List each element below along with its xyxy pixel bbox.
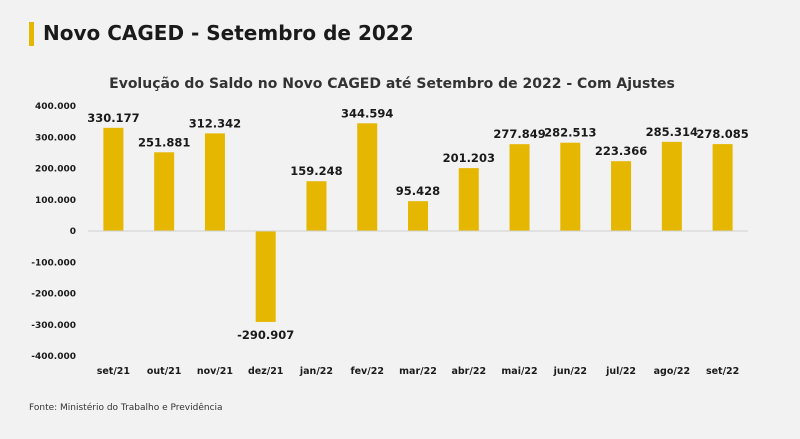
- x-tick-label: set/21: [97, 366, 130, 377]
- page-title: Novo CAGED - Setembro de 2022: [43, 21, 414, 45]
- bar-out-21: [154, 152, 175, 231]
- x-tick-label: dez/21: [248, 366, 283, 377]
- bar-jan-22: [306, 181, 327, 231]
- data-label: 201.203: [443, 151, 495, 165]
- y-tick-label: 100.000: [35, 196, 76, 206]
- y-tick-label: 300.000: [35, 133, 76, 143]
- bar-set-21: [103, 127, 124, 231]
- bars-group: [103, 123, 733, 322]
- data-label: 330.177: [87, 111, 139, 125]
- x-tick-label: fev/22: [350, 366, 383, 377]
- bar-mar-22: [408, 201, 428, 231]
- data-label: 282.513: [544, 126, 596, 140]
- data-label: 223.366: [595, 144, 647, 158]
- x-tick-label: nov/21: [197, 366, 233, 377]
- title-accent-bar: [29, 22, 34, 46]
- x-tick-label: jun/22: [553, 366, 587, 377]
- bar-dez-21: [255, 231, 276, 322]
- y-tick-label: -400.000: [31, 352, 76, 362]
- bar-jun-22: [560, 142, 581, 231]
- data-label: 285.314: [646, 125, 698, 139]
- chart-title: Evolução do Saldo no Novo CAGED até Sete…: [109, 76, 675, 92]
- x-axis: set/21 out/21 nov/21 dez/21 jan/22 fev/22 mar/…: [97, 366, 740, 377]
- data-labels-group: 330.177 251.881 312.342 -290.907 159.248 344.…: [87, 106, 749, 342]
- data-label: 277.849: [493, 127, 545, 141]
- data-label: 312.342: [189, 116, 241, 130]
- bar-abr-22: [458, 168, 479, 231]
- y-tick-label: 200.000: [35, 165, 76, 175]
- x-tick-label: out/21: [147, 366, 182, 377]
- x-tick-label: set/22: [706, 366, 739, 377]
- y-tick-label: -200.000: [31, 290, 76, 300]
- data-label: 95.428: [396, 184, 440, 198]
- x-tick-label: ago/22: [654, 366, 690, 377]
- data-label: -290.907: [237, 328, 294, 342]
- bar-mai-22: [509, 144, 530, 231]
- x-tick-label: abr/22: [451, 366, 486, 377]
- data-label: 159.248: [290, 164, 342, 178]
- data-label: 278.085: [696, 127, 748, 141]
- x-tick-label: mar/22: [399, 366, 437, 377]
- y-tick-label: -300.000: [31, 321, 76, 331]
- source-note: Fonte: Ministério do Trabalho e Previdên…: [29, 403, 223, 413]
- y-tick-label: 400.000: [35, 102, 76, 112]
- data-label: 344.594: [341, 106, 393, 120]
- bar-fev-22: [357, 123, 378, 231]
- x-tick-label: jan/22: [299, 366, 333, 377]
- y-axis: 400.000 300.000 200.000 100.000 0 -100.000 -20…: [31, 102, 76, 362]
- y-tick-label: -100.000: [31, 258, 76, 268]
- x-tick-label: mai/22: [501, 366, 537, 377]
- x-tick-label: jul/22: [605, 366, 636, 377]
- bar-nov-21: [204, 133, 225, 231]
- bar-set-22: [712, 144, 733, 231]
- bar-ago-22: [661, 141, 682, 231]
- data-label: 251.881: [138, 135, 190, 149]
- bar-jul-22: [611, 161, 632, 231]
- y-tick-label: 0: [70, 227, 76, 237]
